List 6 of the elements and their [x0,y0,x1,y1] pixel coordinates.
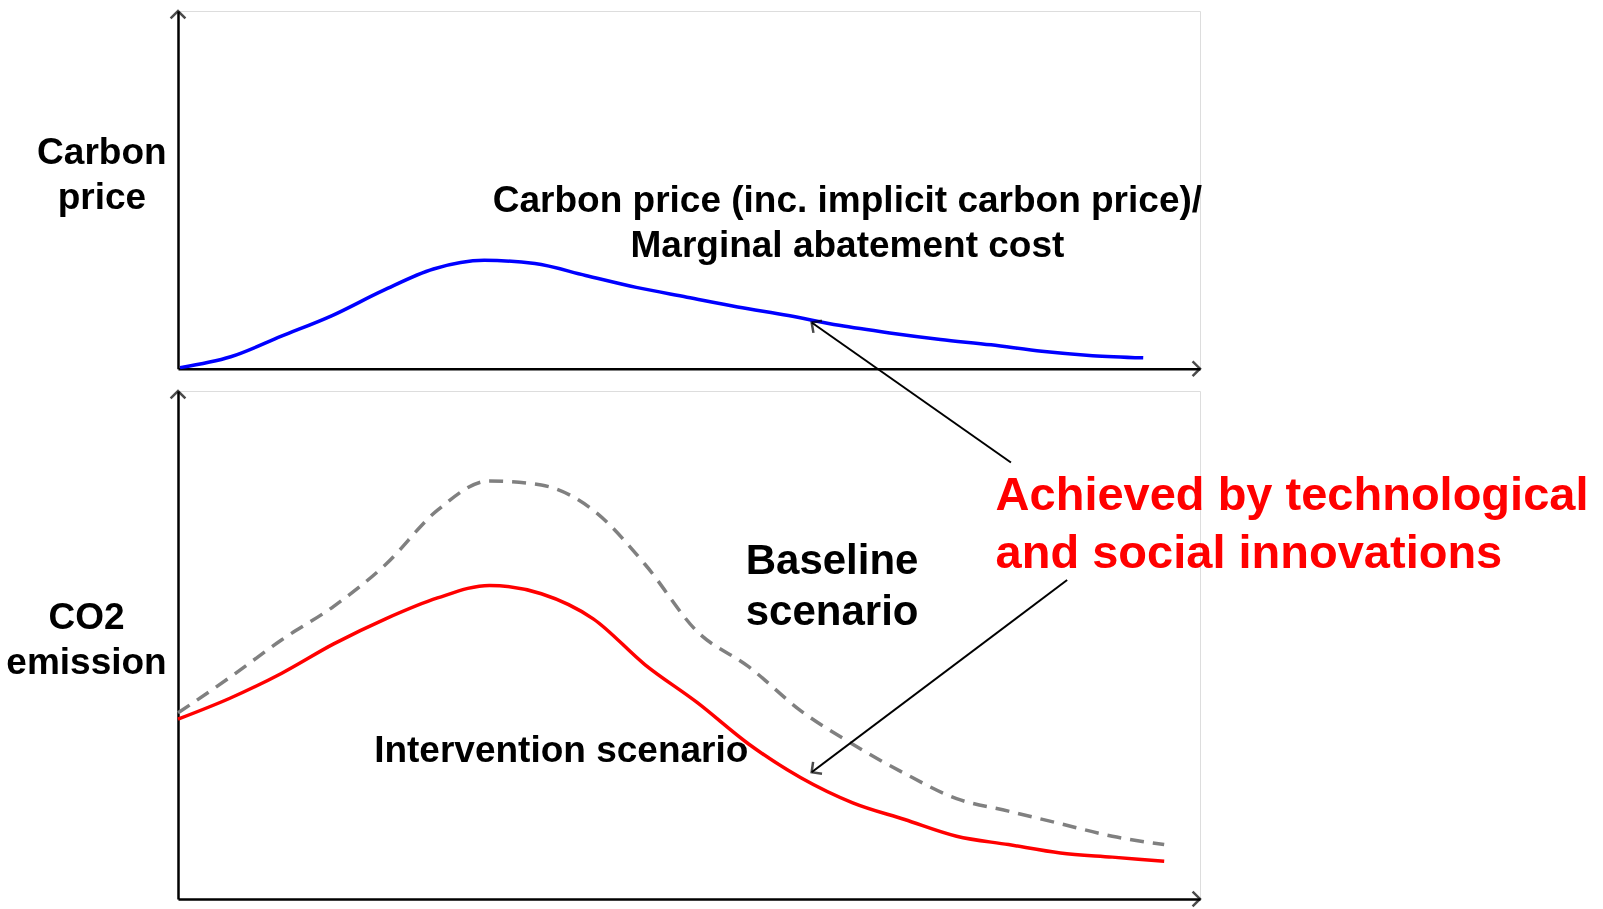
series-label: Baseline scenario [745,535,919,634]
series-label: Carbon price (inc. implicit carbon price)/ Marginal abatement cost [492,179,1203,266]
annotation: Achieved by technological and social innovations [995,467,1589,579]
y-axis-title: Carbon price [37,130,167,217]
series-label: Intervention scenario [374,728,749,770]
y-axis-title: CO2 emission [6,596,167,683]
